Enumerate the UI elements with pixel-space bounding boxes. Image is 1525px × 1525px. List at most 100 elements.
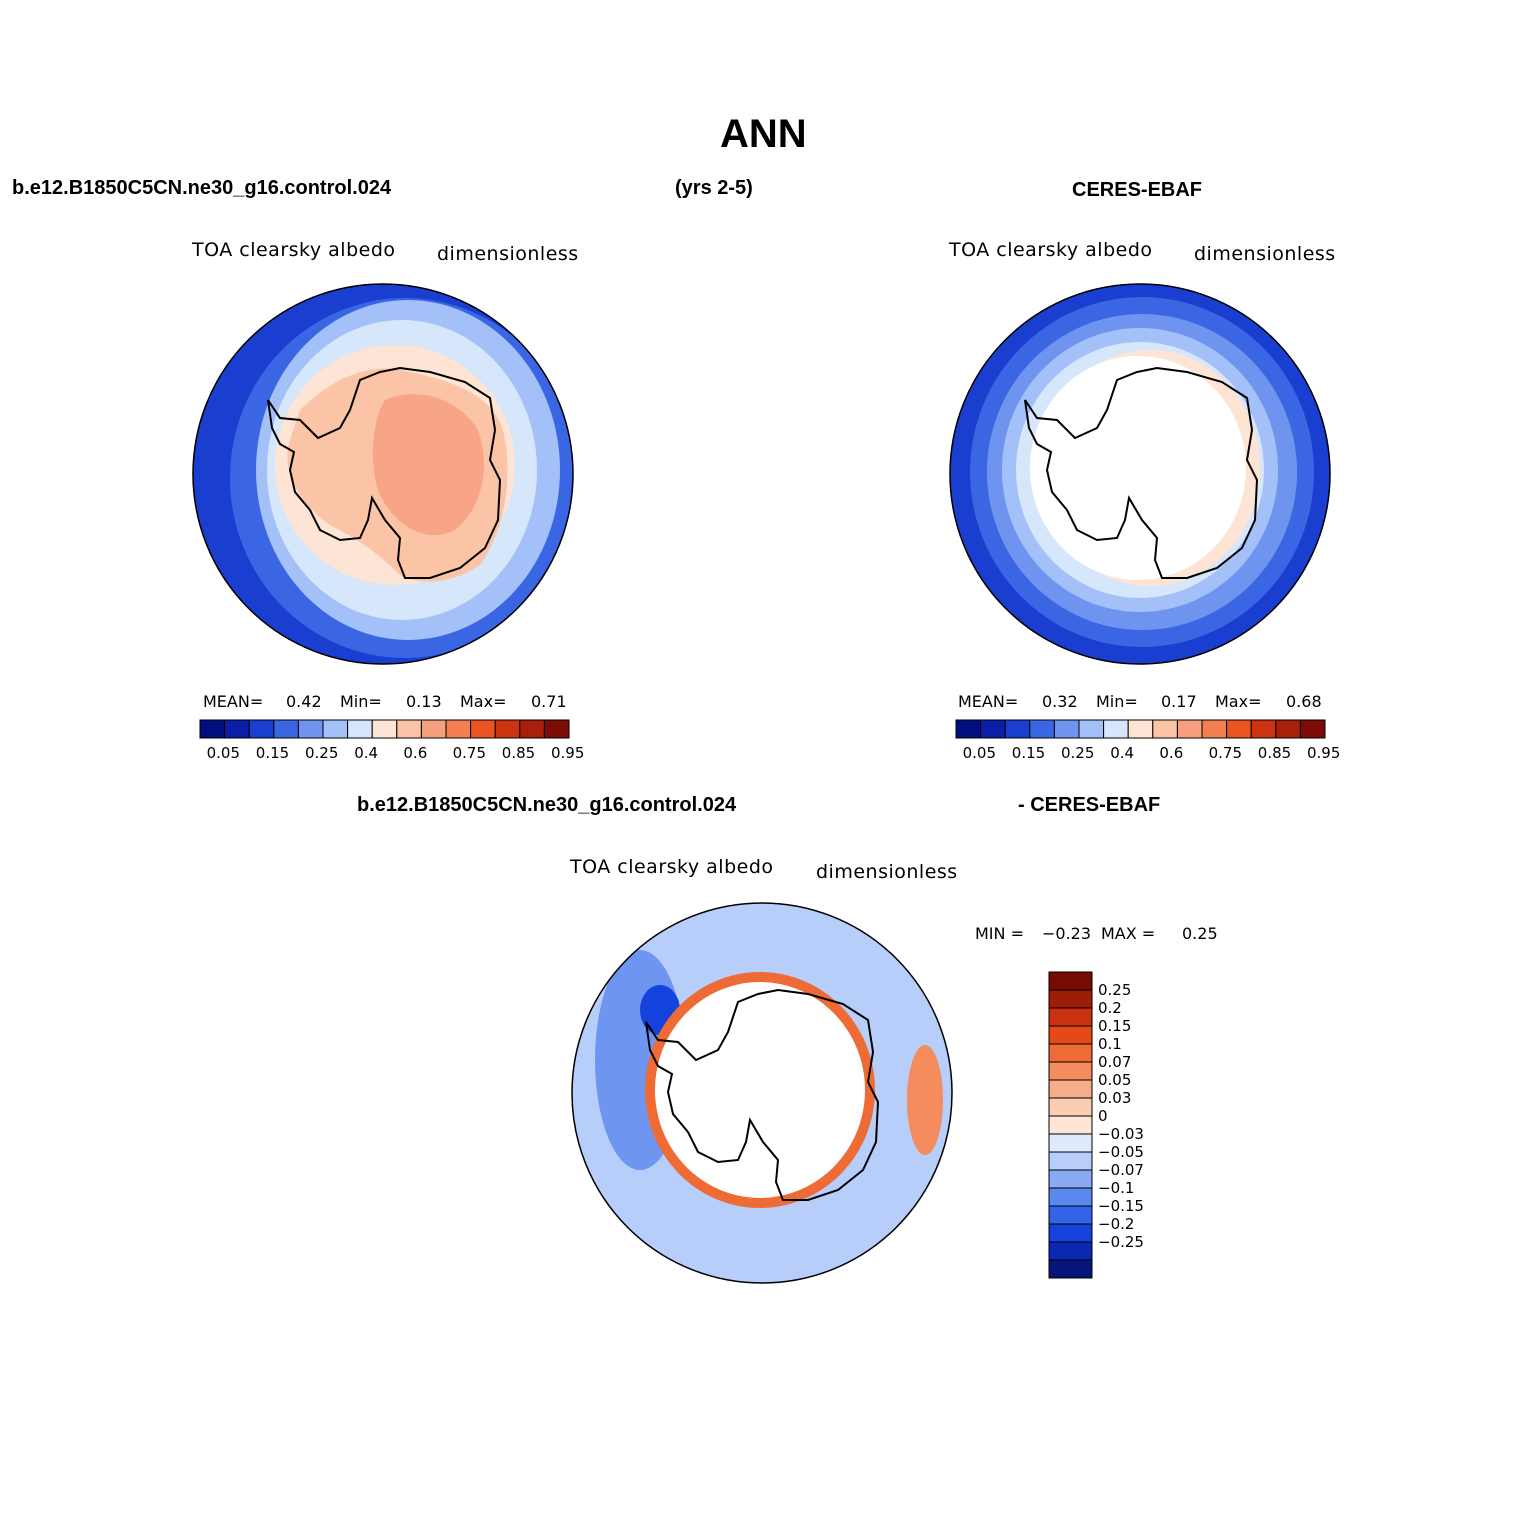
colorbar-swatch [980,719,1006,739]
colorbar-tick-label: 0.85 [501,744,536,762]
colorbar-swatch [955,719,982,739]
model-colorbar [199,719,570,739]
obs-antarctica-coastline [1024,366,1259,579]
colorbar-swatch [347,719,373,739]
obs-mean-label: MEAN= [958,692,1019,711]
obs-max-value: 0.68 [1286,692,1322,711]
colorbar-tick-label: 0.95 [1307,744,1341,762]
diff-field-missing [655,982,865,1198]
colorbar-swatch [445,719,472,739]
case-name-label: b.e12.B1850C5CN.ne30_g16.control.024 [12,177,392,199]
colorbar-swatch [1048,1043,1093,1063]
obs-panel-title: TOA clearsky albedo [949,239,1153,261]
colorbar-tick-label: −0.07 [1098,1161,1144,1179]
diff-map [571,902,953,1284]
colorbar-swatch [322,719,349,739]
colorbar-tick-label: −0.2 [1098,1215,1135,1233]
obs-field-missing [1030,356,1246,580]
colorbar-tick-label: 0.2 [1098,999,1122,1017]
colorbar-tick-label: −0.03 [1098,1125,1144,1143]
colorbar-tick-label: 0.75 [1208,744,1242,762]
obs-mean-value: 0.32 [1042,692,1078,711]
colorbar-swatch [1053,719,1080,739]
obs-map [949,283,1331,665]
colorbar-swatch [1048,1205,1093,1225]
colorbar-swatch [470,719,496,739]
colorbar-tick-label: −0.05 [1098,1143,1144,1161]
diff-antarctica-coastline [645,988,880,1201]
colorbar-tick-label: 0.4 [1110,744,1135,762]
years-label: (yrs 2-5) [675,177,753,199]
colorbar-tick-label: 0.05 [206,744,240,762]
colorbar-tick-label: 0.1 [1098,1035,1122,1053]
diff-panel-title: TOA clearsky albedo [570,856,774,878]
colorbar-swatch [396,719,422,739]
model-mean-value: 0.42 [286,692,322,711]
colorbar-tick-label: −0.1 [1098,1179,1135,1197]
colorbar-tick-label: −0.25 [1098,1233,1144,1251]
colorbar-swatch [1048,1079,1093,1099]
colorbar-swatch [1127,719,1154,739]
colorbar-swatch [1048,1151,1093,1171]
colorbar-tick-label: 0.05 [1098,1071,1132,1089]
colorbar-swatch [1048,1061,1093,1081]
model-min-value: 0.13 [406,692,442,711]
colorbar-swatch [420,719,447,739]
colorbar-swatch [1048,1097,1093,1117]
model-max-value: 0.71 [531,692,567,711]
obs-min-label: Min= [1096,692,1138,711]
diff-map-boundary [571,902,953,1284]
colorbar-tick-label: 0.95 [551,744,585,762]
obs-colorbar [955,719,1326,739]
model-max-label: Max= [460,692,507,711]
colorbar-swatch [1048,1241,1093,1261]
colorbar-tick-label: 0.25 [1098,981,1132,999]
colorbar-tick-label: 0.6 [1159,744,1184,762]
colorbar-tick-label: 0.75 [452,744,486,762]
colorbar-swatch [1201,719,1228,739]
diff-field-pos-east [907,1045,943,1155]
colorbar-swatch [1048,1007,1093,1027]
colorbar-swatch [1048,1169,1093,1189]
diff-panel-units: dimensionless [816,861,958,883]
diff-min-label: MIN = [975,924,1024,943]
colorbar-tick-label: 0.4 [354,744,379,762]
colorbar-swatch [1078,719,1105,739]
model-min-label: Min= [340,692,382,711]
colorbar-swatch [1048,1115,1093,1135]
colorbar-tick-label: 0.15 [255,744,290,762]
colorbar-tick-label: −0.15 [1098,1197,1144,1215]
colorbar-tick-label: 0.03 [1098,1089,1132,1107]
colorbar-swatch [1048,1259,1093,1279]
model-map [192,283,574,665]
colorbar-swatch [1250,719,1277,739]
colorbar-swatch [1029,719,1055,739]
obs-min-value: 0.17 [1161,692,1197,711]
colorbar-swatch [273,719,299,739]
colorbar-swatch [1226,719,1252,739]
diff-colorbar [1048,971,1093,1279]
colorbar-tick-label: 0.15 [1098,1017,1132,1035]
colorbar-swatch [199,719,226,739]
obs-map-boundary [949,283,1331,665]
diff-min-value: −0.23 [1042,924,1092,943]
figure-title: ANN [720,112,807,156]
colorbar-swatch [1048,1187,1093,1207]
obs-name-label: CERES-EBAF [1072,179,1203,201]
colorbar-swatch [297,719,324,739]
colorbar-tick-label: 0.85 [1257,744,1292,762]
obs-panel-units: dimensionless [1194,243,1336,265]
model-antarctica-coastline [267,366,502,579]
colorbar-tick-label: 0 [1098,1107,1108,1125]
colorbar-swatch [1275,719,1301,739]
model-mean-label: MEAN= [203,692,264,711]
obs-max-label: Max= [1215,692,1262,711]
colorbar-swatch [1048,1025,1093,1045]
colorbar-swatch [1299,719,1326,739]
colorbar-swatch [1048,1133,1093,1153]
model-panel-units: dimensionless [437,243,579,265]
colorbar-swatch [1048,989,1093,1009]
colorbar-swatch [1048,971,1093,991]
colorbar-swatch [1004,719,1031,739]
